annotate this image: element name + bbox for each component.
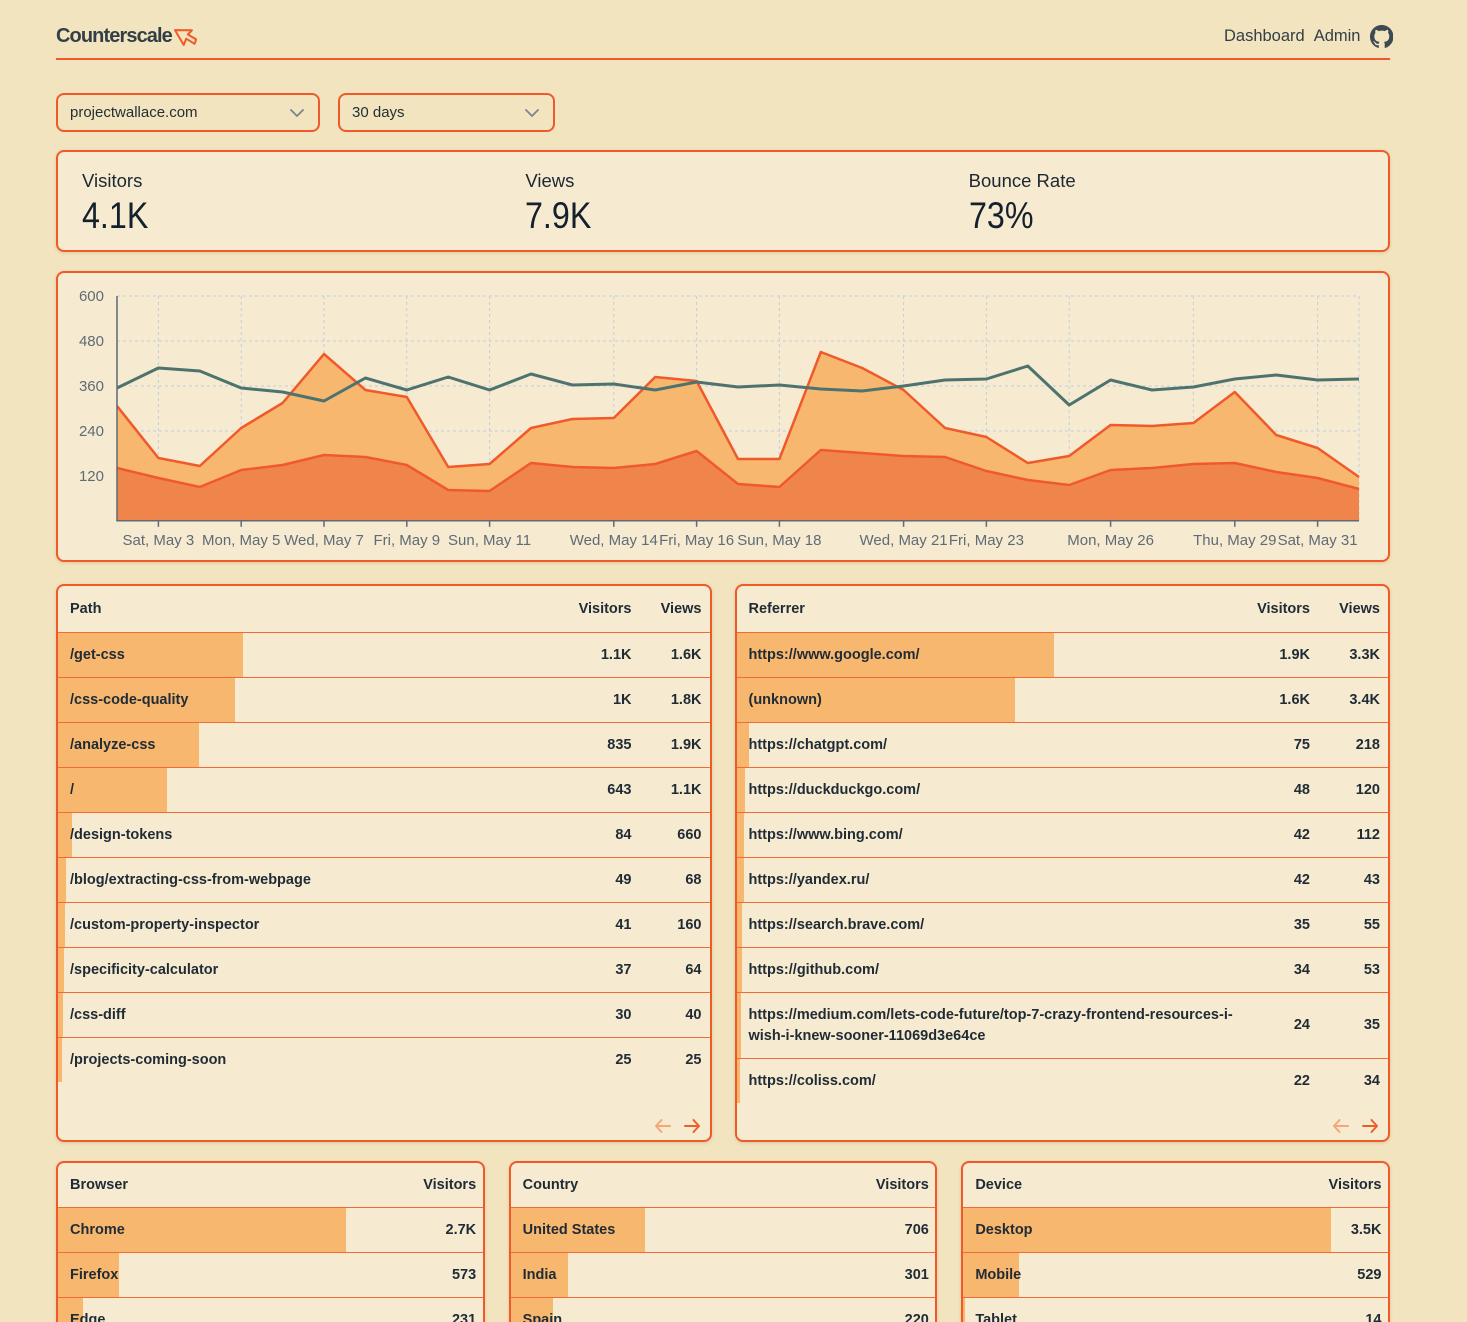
svg-text:Sat, May 31: Sat, May 31 — [1278, 532, 1358, 549]
svg-text:Fri, May 16: Fri, May 16 — [659, 532, 734, 549]
svg-text:Fri, May 9: Fri, May 9 — [373, 532, 440, 549]
svg-text:240: 240 — [79, 423, 104, 440]
svg-text:Wed, May 14: Wed, May 14 — [570, 532, 658, 549]
svg-text:600: 600 — [79, 288, 104, 305]
svg-text:Sat, May 3: Sat, May 3 — [123, 532, 195, 549]
svg-text:120: 120 — [79, 468, 104, 485]
svg-text:Sun, May 18: Sun, May 18 — [737, 532, 821, 549]
svg-text:Thu, May 29: Thu, May 29 — [1193, 532, 1276, 549]
svg-text:Fri, May 23: Fri, May 23 — [949, 532, 1024, 549]
svg-text:Mon, May 5: Mon, May 5 — [202, 532, 280, 549]
svg-text:Wed, May 7: Wed, May 7 — [284, 532, 364, 549]
svg-text:Sun, May 11: Sun, May 11 — [448, 532, 531, 549]
svg-text:360: 360 — [79, 378, 104, 395]
svg-text:Mon, May 26: Mon, May 26 — [1067, 532, 1154, 549]
svg-text:480: 480 — [79, 333, 104, 350]
svg-text:Wed, May 21: Wed, May 21 — [860, 532, 948, 549]
